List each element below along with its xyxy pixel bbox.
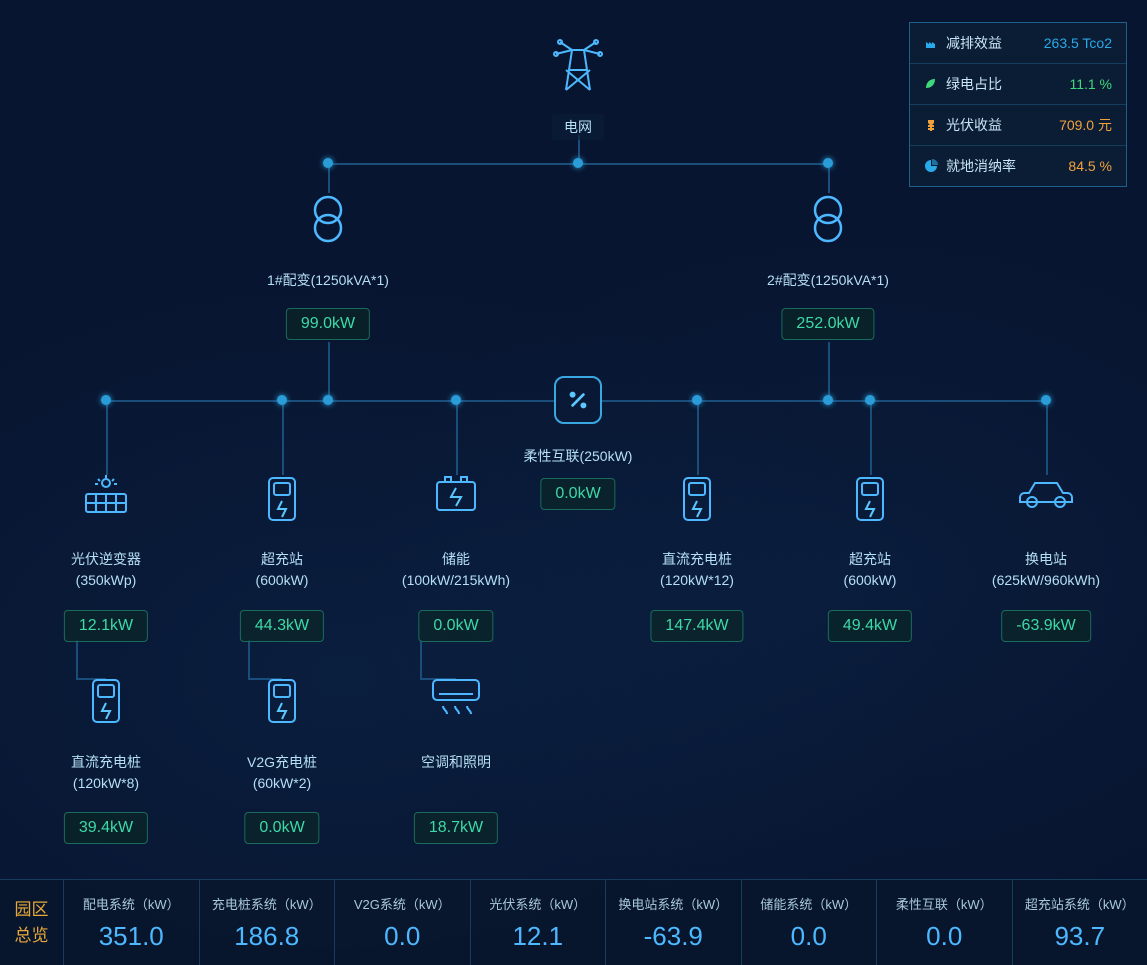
hvac-value: 18.7kW xyxy=(414,812,498,844)
summary-cell-label: 充电桩系统（kW） xyxy=(212,894,322,913)
stats-row: 就地消纳率 84.5 % xyxy=(910,146,1126,186)
sc1-value: 44.3kW xyxy=(240,610,324,642)
summary-cell-label: 换电站系统（kW） xyxy=(618,894,728,913)
grid-icon xyxy=(542,30,614,102)
v2g-value: 0.0kW xyxy=(244,812,319,844)
summary-cell-value: 93.7 xyxy=(1054,921,1105,952)
summary-cell: 光伏系统（kW） 12.1 xyxy=(471,880,607,965)
summary-cell: V2G系统（kW） 0.0 xyxy=(335,880,471,965)
dc1-icon xyxy=(87,676,125,726)
summary-cell-value: 12.1 xyxy=(512,921,563,952)
dc1-label1: 直流充电桩 xyxy=(71,752,141,772)
dc1-label2: (120kW*8) xyxy=(73,775,139,791)
summary-cell: 充电桩系统（kW） 186.8 xyxy=(200,880,336,965)
sc1-icon xyxy=(263,474,301,524)
summary-cell-label: 超充站系统（kW） xyxy=(1025,894,1135,913)
transformer-icon xyxy=(810,192,846,248)
pv-value: 12.1kW xyxy=(64,610,148,642)
ess-label2: (100kW/215kWh) xyxy=(402,572,510,588)
interconnect-value: 0.0kW xyxy=(540,478,615,510)
summary-cell: 换电站系统（kW） -63.9 xyxy=(606,880,742,965)
sc2-icon xyxy=(851,474,889,524)
stats-label: 减排效益 xyxy=(946,33,1002,53)
summary-cell-value: 351.0 xyxy=(99,921,164,952)
bottom-summary-bar: 园区 总览 配电系统（kW） 351.0 充电桩系统（kW） 186.8 V2G… xyxy=(0,879,1147,965)
stats-row: 光伏收益 709.0 元 xyxy=(910,105,1126,146)
dc1-value: 39.4kW xyxy=(64,812,148,844)
interconnect-icon xyxy=(554,376,602,424)
sc1-label2: (600kW) xyxy=(256,572,309,588)
dc2-label1: 直流充电桩 xyxy=(662,549,732,569)
hvac-icon xyxy=(429,676,483,718)
stats-label: 就地消纳率 xyxy=(946,156,1016,176)
summary-cell-value: -63.9 xyxy=(644,921,703,952)
stats-value: 11.1 % xyxy=(1069,76,1112,92)
interconnect-label: 柔性互联(250kW) xyxy=(524,446,633,466)
pv-icon xyxy=(78,474,134,520)
stats-label: 绿电占比 xyxy=(946,74,1002,94)
money-icon xyxy=(924,118,938,132)
transformer-value: 252.0kW xyxy=(781,308,874,340)
transformer-icon xyxy=(310,192,346,248)
stats-row: 绿电占比 11.1 % xyxy=(910,64,1126,105)
summary-cell: 储能系统（kW） 0.0 xyxy=(742,880,878,965)
stats-row: 减排效益 263.5 Tco2 xyxy=(910,23,1126,64)
swap-label1: 换电站 xyxy=(1025,549,1067,569)
summary-cell-value: 0.0 xyxy=(384,921,420,952)
ess-icon xyxy=(433,474,479,514)
sc2-label1: 超充站 xyxy=(849,549,891,569)
bottom-title: 园区 总览 xyxy=(0,880,64,965)
summary-cell-label: 柔性互联（kW） xyxy=(896,894,993,913)
summary-cell: 配电系统（kW） 351.0 xyxy=(64,880,200,965)
summary-cell: 柔性互联（kW） 0.0 xyxy=(877,880,1013,965)
summary-cell: 超充站系统（kW） 93.7 xyxy=(1013,880,1147,965)
sc2-value: 49.4kW xyxy=(828,610,912,642)
pie-icon xyxy=(924,159,938,173)
transformer-label: 2#配变(1250kVA*1) xyxy=(767,270,889,290)
dc2-icon xyxy=(678,474,716,524)
stats-value: 84.5 % xyxy=(1068,158,1112,174)
summary-cell-value: 0.0 xyxy=(926,921,962,952)
summary-cell-value: 186.8 xyxy=(234,921,299,952)
grid-label: 电网 xyxy=(552,114,604,140)
v2g-label1: V2G充电桩 xyxy=(247,752,317,772)
summary-cell-value: 0.0 xyxy=(791,921,827,952)
pv-label2: (350kWp) xyxy=(76,572,137,588)
swap-label2: (625kW/960kWh) xyxy=(992,572,1100,588)
v2g-icon xyxy=(263,676,301,726)
stats-label: 光伏收益 xyxy=(946,115,1002,135)
summary-cell-label: 光伏系统（kW） xyxy=(489,894,586,913)
sc1-label1: 超充站 xyxy=(261,549,303,569)
stats-panel: 减排效益 263.5 Tco2 绿电占比 11.1 % 光伏收益 709.0 元… xyxy=(909,22,1127,187)
ess-value: 0.0kW xyxy=(418,610,493,642)
leaf-icon xyxy=(924,77,938,91)
transformer-label: 1#配变(1250kVA*1) xyxy=(267,270,389,290)
v2g-label2: (60kW*2) xyxy=(253,775,311,791)
summary-cell-label: 储能系统（kW） xyxy=(760,894,857,913)
swap-value: -63.9kW xyxy=(1001,610,1091,642)
factory-icon xyxy=(924,36,938,50)
swap-icon xyxy=(1014,474,1078,510)
transformer-value: 99.0kW xyxy=(286,308,370,340)
hvac-label1: 空调和照明 xyxy=(421,752,491,772)
pv-label1: 光伏逆变器 xyxy=(71,549,141,569)
sc2-label2: (600kW) xyxy=(844,572,897,588)
stats-value: 709.0 元 xyxy=(1059,115,1112,135)
ess-label1: 储能 xyxy=(442,549,470,569)
dc2-value: 147.4kW xyxy=(650,610,743,642)
summary-cell-label: V2G系统（kW） xyxy=(354,894,451,913)
dc2-label2: (120kW*12) xyxy=(660,572,734,588)
summary-cell-label: 配电系统（kW） xyxy=(83,894,180,913)
stats-value: 263.5 Tco2 xyxy=(1044,35,1112,51)
